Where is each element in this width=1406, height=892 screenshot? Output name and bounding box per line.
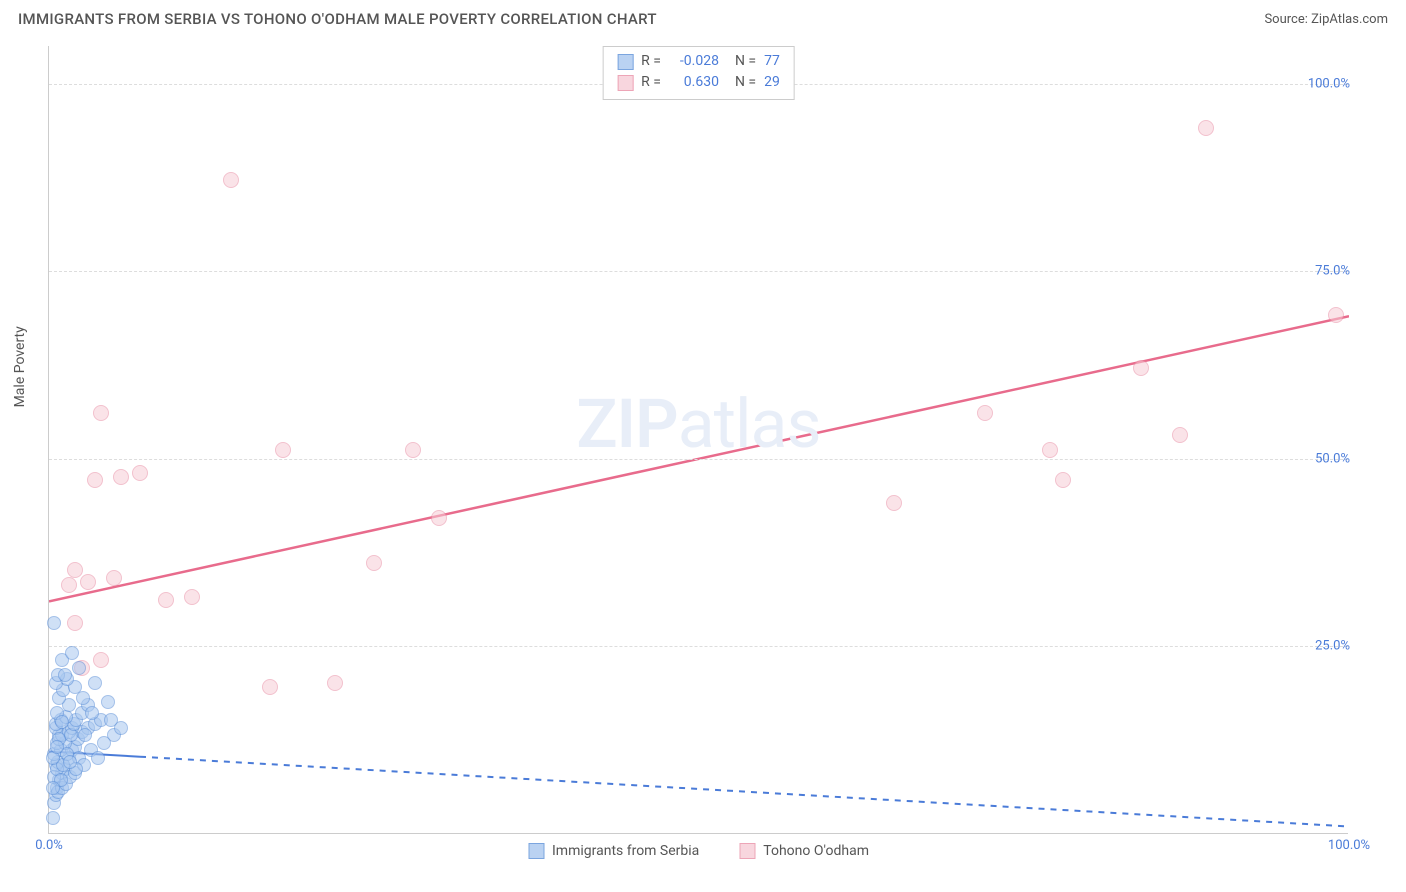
data-point — [132, 465, 148, 481]
correlation-legend: R = -0.028 N = 77 R = 0.630 N = 29 — [602, 46, 795, 100]
data-point — [50, 740, 64, 754]
data-point — [431, 510, 447, 526]
data-point — [67, 562, 83, 578]
data-point — [104, 713, 118, 727]
data-point — [93, 405, 109, 421]
r-label: R = — [641, 72, 661, 93]
grid-line — [49, 271, 1348, 272]
data-point — [87, 472, 103, 488]
legend-swatch — [739, 843, 755, 859]
source-attribution: Source: ZipAtlas.com — [1264, 12, 1388, 27]
data-point — [886, 495, 902, 511]
data-point — [405, 442, 421, 458]
data-point — [46, 781, 60, 795]
y-tick-label: 25.0% — [1315, 639, 1350, 654]
data-point — [262, 679, 278, 695]
legend-swatch — [617, 54, 633, 70]
data-point — [55, 715, 69, 729]
data-point — [106, 570, 122, 586]
y-tick-label: 75.0% — [1315, 264, 1350, 279]
data-point — [1042, 442, 1058, 458]
data-point — [78, 728, 92, 742]
n-value: 29 — [764, 72, 780, 93]
x-tick-label: 100.0% — [1328, 838, 1370, 853]
r-value: -0.028 — [669, 51, 719, 72]
data-point — [97, 736, 111, 750]
data-point — [101, 695, 115, 709]
legend-row: R = 0.630 N = 29 — [617, 72, 780, 93]
data-point — [63, 755, 77, 769]
legend-swatch — [617, 75, 633, 91]
data-point — [65, 646, 79, 660]
data-point — [58, 668, 72, 682]
data-point — [977, 405, 993, 421]
legend-swatch — [528, 843, 544, 859]
series-legend: Immigrants from Serbia Tohono O'odham — [528, 843, 869, 859]
data-point — [113, 469, 129, 485]
data-point — [46, 811, 60, 825]
data-point — [91, 751, 105, 765]
data-point — [158, 592, 174, 608]
legend-label: Immigrants from Serbia — [552, 843, 699, 859]
trend-lines — [49, 46, 1349, 834]
legend-row: R = -0.028 N = 77 — [617, 51, 780, 72]
data-point — [47, 616, 61, 630]
n-label: N = — [735, 51, 756, 72]
x-tick-label: 0.0% — [35, 838, 63, 853]
data-point — [67, 615, 83, 631]
data-point — [1172, 427, 1188, 443]
data-point — [85, 706, 99, 720]
plot-area: ZIPatlas R =-0.028N =77R =0.630N =29 Imm… — [48, 46, 1348, 834]
data-point — [184, 589, 200, 605]
n-label: N = — [735, 72, 756, 93]
watermark: ZIPatlas — [576, 384, 820, 464]
data-point — [61, 577, 77, 593]
chart-title: IMMIGRANTS FROM SERBIA VS TOHONO O'ODHAM… — [18, 10, 657, 28]
data-point — [72, 661, 86, 675]
data-point — [1198, 120, 1214, 136]
r-value: 0.630 — [669, 72, 719, 93]
grid-line — [49, 646, 1348, 647]
n-value: 77 — [764, 51, 780, 72]
data-point — [1328, 307, 1344, 323]
data-point — [1055, 472, 1071, 488]
data-point — [366, 555, 382, 571]
y-tick-label: 100.0% — [1308, 76, 1350, 91]
data-point — [76, 691, 90, 705]
data-point — [1133, 360, 1149, 376]
legend-item: Immigrants from Serbia — [528, 843, 699, 859]
legend-item: Tohono O'odham — [739, 843, 869, 859]
data-point — [80, 574, 96, 590]
legend-label: Tohono O'odham — [763, 843, 869, 859]
plot-container: ZIPatlas R =-0.028N =77R =0.630N =29 Imm… — [48, 46, 1388, 834]
y-axis-label: Male Poverty — [12, 326, 28, 407]
y-tick-label: 50.0% — [1315, 451, 1350, 466]
data-point — [223, 172, 239, 188]
data-point — [93, 652, 109, 668]
data-point — [88, 676, 102, 690]
data-point — [327, 675, 343, 691]
grid-line — [49, 459, 1348, 460]
data-point — [275, 442, 291, 458]
r-label: R = — [641, 51, 661, 72]
